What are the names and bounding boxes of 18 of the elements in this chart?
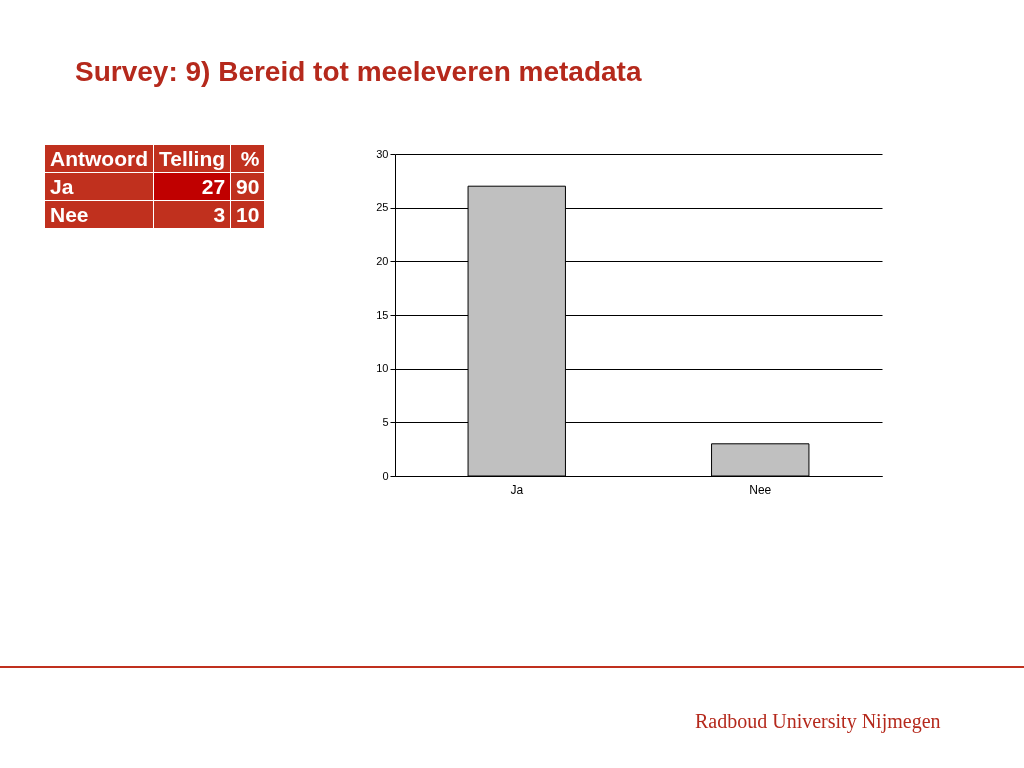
- text: Radboud University Nijmegen: [695, 710, 941, 733]
- y-tick-label: 25: [376, 201, 389, 214]
- y-tick-label: 10: [376, 362, 389, 375]
- y-tick-label: 20: [376, 254, 389, 267]
- y-tick-label: 5: [382, 415, 389, 428]
- text: 10: [230, 200, 265, 229]
- chart-title: Survey: 9) Bereid tot meeleveren metadata: [75, 56, 642, 88]
- text: Ja: [44, 172, 154, 201]
- y-tick-label: 0: [382, 469, 389, 482]
- y-tick-label: 30: [376, 147, 389, 160]
- text: %: [230, 144, 265, 173]
- text: 27: [153, 172, 231, 201]
- text: 3: [153, 200, 231, 229]
- text: Antwoord: [44, 144, 154, 173]
- text: 90: [230, 172, 265, 201]
- y-tick-label: 15: [376, 308, 389, 321]
- text: Telling: [153, 144, 231, 173]
- text: Nee: [44, 200, 154, 229]
